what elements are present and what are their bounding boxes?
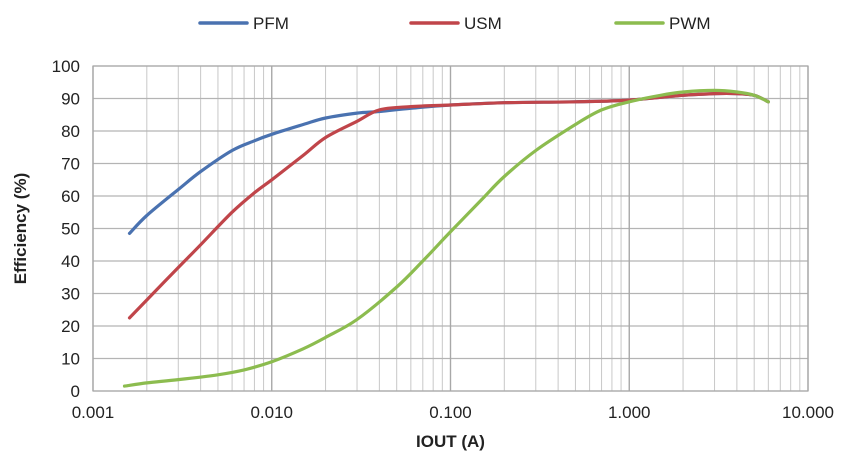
y-tick-label: 90 xyxy=(61,90,80,109)
x-axis-title: IOUT (A) xyxy=(416,432,485,451)
x-tick-label: 10.000 xyxy=(782,403,834,422)
y-tick-label: 30 xyxy=(61,285,80,304)
y-tick-label: 100 xyxy=(52,57,80,76)
legend-label-pfm: PFM xyxy=(253,14,289,33)
legend-label-pwm: PWM xyxy=(669,14,711,33)
y-tick-label: 10 xyxy=(61,350,80,369)
x-tick-label: 0.100 xyxy=(429,403,472,422)
x-tick-label: 1.000 xyxy=(608,403,651,422)
y-tick-label: 80 xyxy=(61,122,80,141)
y-tick-label: 50 xyxy=(61,220,80,239)
y-tick-label: 20 xyxy=(61,317,80,336)
y-tick-label: 70 xyxy=(61,155,80,174)
y-tick-label: 60 xyxy=(61,187,80,206)
series-line-usm xyxy=(127,91,770,320)
y-tick-labels: 0 10 20 30 40 50 60 70 80 90 100 xyxy=(52,57,80,401)
x-tick-label: 0.001 xyxy=(72,403,115,422)
x-tick-labels: 0.001 0.010 0.100 1.000 10.000 xyxy=(72,403,834,422)
series-line-pwm xyxy=(122,88,770,388)
y-axis-title: Efficiency (%) xyxy=(11,173,30,284)
plot-border xyxy=(92,65,809,392)
y-tick-label: 40 xyxy=(61,252,80,271)
y-tick-label: 0 xyxy=(71,382,80,401)
x-tick-label: 0.010 xyxy=(250,403,293,422)
legend: PFM USM PWM xyxy=(198,14,711,33)
major-gridlines xyxy=(92,65,809,392)
series-layer xyxy=(122,88,770,388)
legend-label-usm: USM xyxy=(464,14,502,33)
